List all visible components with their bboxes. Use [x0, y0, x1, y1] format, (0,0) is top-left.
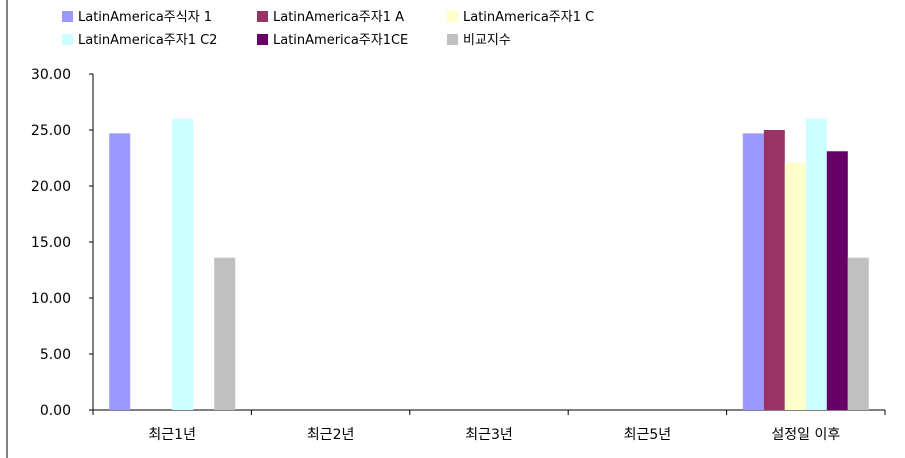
legend: LatinAmerica주식자 1 LatinAmerica주자1 A LatinA…	[62, 10, 594, 48]
bar	[805, 118, 827, 411]
legend-label: LatinAmerica주자1 C	[463, 10, 594, 25]
bar	[109, 133, 131, 411]
y-tick-label: 10.00	[31, 291, 71, 307]
legend-label: LatinAmerica주식자 1	[78, 10, 212, 25]
y-tick-label: 15.00	[31, 235, 71, 251]
legend-swatch	[447, 34, 458, 45]
bar	[214, 257, 236, 410]
y-tick-label: 30.00	[31, 67, 71, 83]
y-axis: 0.00 5.00 10.00 15.00 20.00 25.00 30.00	[6, 0, 94, 458]
bar	[784, 162, 806, 410]
y-tick-label: 20.00	[31, 179, 71, 195]
bar	[172, 118, 194, 411]
legend-swatch	[257, 34, 268, 45]
legend-label: LatinAmerica주자1 A	[273, 10, 404, 25]
legend-label: 비교지수	[463, 33, 511, 48]
x-tick-label: 최근3년	[465, 427, 513, 443]
legend-swatch	[62, 11, 73, 22]
bar	[826, 151, 848, 410]
legend-label: LatinAmerica주자1CE	[273, 33, 408, 48]
legend-label: LatinAmerica주자1 C2	[78, 33, 217, 48]
x-tick-label: 최근1년	[148, 427, 196, 443]
legend-swatch	[257, 11, 268, 22]
bars	[109, 118, 869, 411]
x-axis: 최근1년 최근2년 최근3년 최근5년 설정일 이후	[92, 409, 886, 443]
bar	[742, 133, 764, 411]
bar	[847, 257, 869, 410]
legend-swatch	[62, 34, 73, 45]
y-tick-label: 25.00	[31, 123, 71, 139]
x-tick-label: 최근2년	[307, 427, 355, 443]
y-tick-label: 0.00	[40, 403, 71, 419]
x-tick-label: 최근5년	[624, 427, 672, 443]
legend-swatch	[447, 11, 458, 22]
y-tick-label: 5.00	[40, 347, 71, 363]
bar	[763, 130, 785, 410]
x-tick-label: 설정일 이후	[771, 427, 840, 443]
